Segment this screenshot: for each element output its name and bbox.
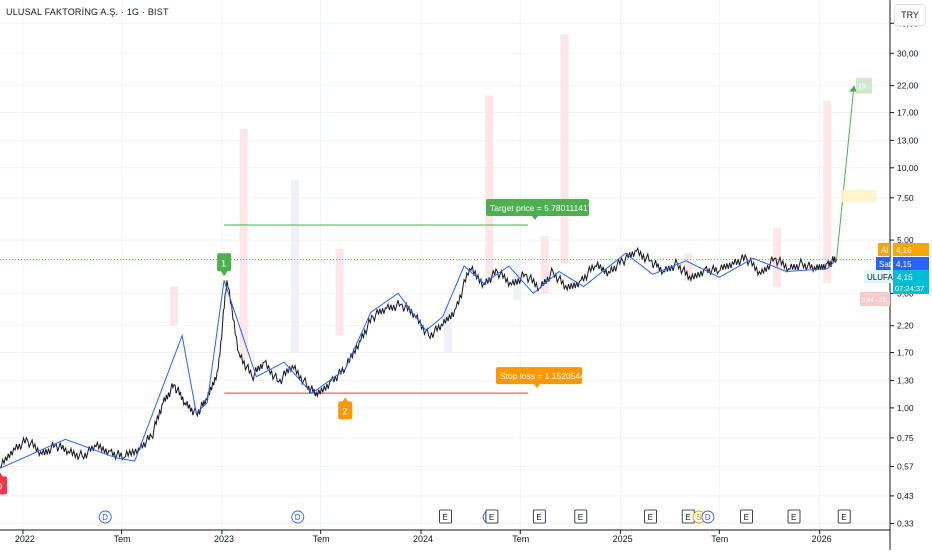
ghost-bar: [560, 34, 569, 264]
ask-label-tag-box: [878, 243, 890, 256]
ghost-bar: [540, 235, 549, 294]
target-label-pointer: [532, 215, 538, 220]
chart-title: ULUSAL FAKTORİNG A.Ş. · 1G · BIST: [6, 7, 169, 17]
y-tick-label: 30,00: [897, 48, 919, 58]
event-marker-label: D: [705, 513, 711, 522]
x-tick-label: 2023: [214, 534, 234, 544]
event-marker-label: E: [489, 513, 494, 522]
event-earnings-marker: [574, 509, 588, 524]
ask-label-tag-text: Al: [881, 246, 888, 255]
event-dividend-marker: [98, 510, 112, 524]
ghost-bar: [512, 260, 521, 301]
event-marker-label: E: [578, 513, 583, 522]
ghost-bar: [684, 253, 693, 281]
y-tick-label: 22,00: [897, 81, 919, 91]
x-tick-label: Tem: [114, 534, 131, 544]
last-value-box: [893, 270, 929, 294]
point-1-marker-pointer: [220, 270, 229, 277]
ghost-bar: [485, 95, 494, 284]
event-earnings-marker: [439, 509, 452, 524]
y-tick-label: 13,00: [897, 135, 919, 145]
x-tick-label: 2025: [613, 534, 633, 544]
ghost-bar: [335, 248, 344, 336]
event-marker-label: E: [536, 513, 541, 522]
projection-line: [836, 85, 855, 260]
ask-value-tag-box: [893, 243, 929, 256]
y-tick-label: 1,30: [897, 376, 914, 386]
event-earnings-marker: [644, 509, 657, 524]
event-marker-label: D: [102, 513, 108, 522]
event-earnings-marker: [485, 509, 499, 524]
event-marker-label: D: [295, 513, 301, 522]
point-2-marker-label: 2: [342, 406, 347, 416]
point-0-marker-label: 0: [0, 481, 2, 491]
event-earnings-marker: [532, 509, 546, 524]
y-tick-label: 7,50: [897, 193, 914, 203]
bid-label-tag-text: Sat: [879, 260, 892, 269]
event-earnings-marker: [837, 509, 851, 524]
y-tick-label: 10,00: [897, 163, 919, 173]
last-symbol-tag-box: [864, 270, 892, 283]
ghost-bar: [773, 228, 782, 287]
event-marker-label: E: [841, 513, 846, 522]
point-1-marker-box: [217, 253, 232, 272]
wave-series-line: [0, 252, 837, 469]
event-marker-label: E: [648, 513, 653, 522]
last-symbol-tag-text: ULUFA: [867, 273, 893, 282]
stop-label-text: Stop loss = 1.15205443: [500, 371, 590, 381]
event-marker-label: E: [791, 513, 796, 522]
projection-target-box: [856, 77, 873, 94]
small-tag-box: [860, 292, 890, 306]
y-tick-label: 1,00: [897, 403, 914, 413]
point-1-marker-label: 1: [221, 258, 226, 268]
countdown-text: 07:24:37: [895, 284, 924, 293]
x-tick-label: 2022: [15, 534, 35, 544]
point-2-marker-box: [338, 401, 353, 420]
x-tick-label: Tem: [711, 534, 728, 544]
stop-label-pointer: [534, 384, 540, 389]
projection-mid-box: [840, 189, 877, 202]
event-earnings-marker: [740, 509, 753, 524]
y-tick-label: 0,75: [897, 433, 914, 443]
last-value-text: 4,15: [897, 273, 913, 282]
x-tick-label: 2024: [413, 534, 433, 544]
point-0-marker-box: [0, 476, 7, 495]
x-tick-label: 2026: [812, 534, 832, 544]
projection-arrowhead: [849, 85, 858, 92]
projection-target-text: 19,..: [858, 84, 872, 91]
event-earnings-marker: [787, 509, 801, 524]
y-tick-label: 0,57: [897, 461, 914, 471]
ghost-bar: [169, 286, 178, 326]
ghost-bar: [444, 308, 453, 353]
target-label-text: Target price = 5.78011141756: [490, 203, 602, 213]
event-marker-label: S: [696, 513, 701, 522]
small-tag-text: 3,64 - 23,...: [862, 298, 893, 304]
event-dividend-marker: [291, 510, 305, 524]
y-tick-label: 2,20: [897, 321, 914, 331]
ghost-bar: [239, 129, 248, 359]
stop-label-box: [496, 367, 582, 385]
x-tick-label: Tem: [313, 534, 330, 544]
currency-button[interactable]: TRY: [894, 4, 926, 26]
bid-value-tag-box: [893, 257, 929, 270]
x-tick-label: Tem: [512, 534, 529, 544]
target-label-box: [486, 198, 589, 216]
ask-value-tag-text: 4,16: [896, 246, 912, 255]
y-tick-label: 5,00: [897, 235, 914, 245]
event-dividend-marker: [701, 510, 715, 524]
bid-label-tag-box: [876, 257, 890, 270]
event-marker-label: E: [744, 513, 749, 522]
y-tick-label: 1,70: [897, 348, 914, 358]
ghost-bar: [291, 179, 300, 353]
bid-value-tag-text: 4,15: [896, 260, 912, 269]
y-tick-label: 0,43: [897, 491, 914, 501]
y-tick-label: 17,00: [897, 107, 919, 117]
event-marker-label: E: [443, 513, 448, 522]
ghost-bar: [823, 100, 832, 284]
event-marker-label: E: [685, 513, 690, 522]
y-tick-label: 0,33: [897, 518, 914, 528]
price-series-line: [0, 246, 838, 469]
